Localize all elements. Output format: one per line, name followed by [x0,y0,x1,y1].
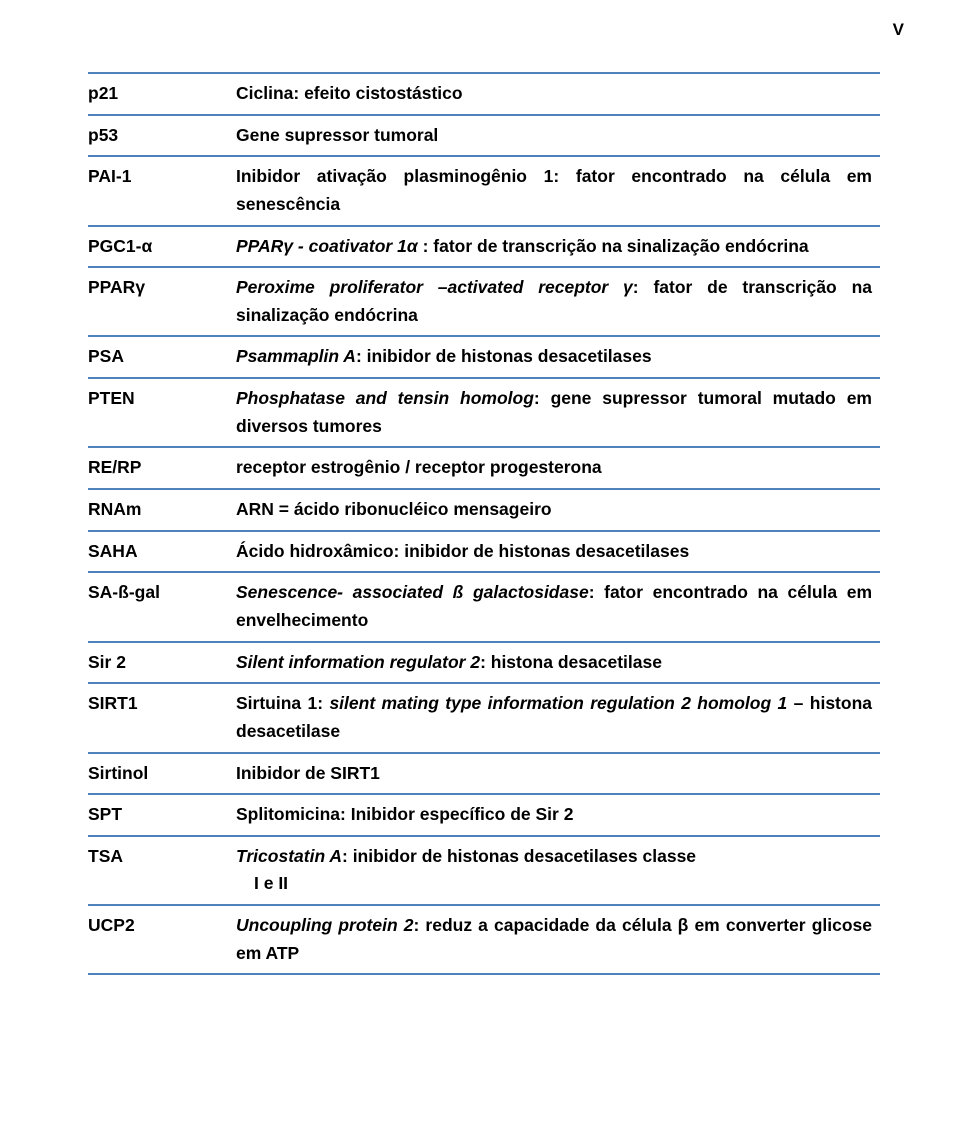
term-cell: SAHA [88,531,236,573]
term-cell: SPT [88,794,236,836]
italic-term: Uncoupling protein 2 [236,915,413,935]
italic-term: silent mating type information regulatio… [329,693,793,713]
table-row: p21Ciclina: efeito cistostástico [88,73,880,115]
italic-term: Phosphatase and tensin homolog [236,388,534,408]
table-row: PGC1-αPPARγ - coativator 1α : fator de t… [88,226,880,268]
definition-cell: PPARγ - coativator 1α : fator de transcr… [236,226,880,268]
term-cell: p21 [88,73,236,115]
definition-cell: Inibidor ativação plasminogênio 1: fator… [236,156,880,225]
definition-cell: Ciclina: efeito cistostástico [236,73,880,115]
definition-cell: Peroxime proliferator –activated recepto… [236,267,880,336]
definition-cell: Sirtuina 1: silent mating type informati… [236,683,880,752]
table-row: p53Gene supressor tumoral [88,115,880,157]
definition-cell: Silent information regulator 2: histona … [236,642,880,684]
table-row: TSATricostatin A: inibidor de histonas d… [88,836,880,905]
definition-cell: Gene supressor tumoral [236,115,880,157]
table-row: Sir 2Silent information regulator 2: his… [88,642,880,684]
term-cell: PAI-1 [88,156,236,225]
definition-line2: I e II [236,870,872,898]
table-row: PAI-1Inibidor ativação plasminogênio 1: … [88,156,880,225]
italic-term: Silent information regulator 2 [236,652,480,672]
definition-cell: Psammaplin A: inibidor de histonas desac… [236,336,880,378]
definition-cell: Senescence- associated ß galactosidase: … [236,572,880,641]
term-cell: SIRT1 [88,683,236,752]
table-row: SPTSplitomicina: Inibidor específico de … [88,794,880,836]
italic-term: PPARγ - coativator 1α [236,236,418,256]
term-cell: RNAm [88,489,236,531]
table-row: PSAPsammaplin A: inibidor de histonas de… [88,336,880,378]
term-cell: PPARγ [88,267,236,336]
definition-cell: Inibidor de SIRT1 [236,753,880,795]
definition-cell: Ácido hidroxâmico: inibidor de histonas … [236,531,880,573]
term-cell: Sirtinol [88,753,236,795]
table-row: PPARγPeroxime proliferator –activated re… [88,267,880,336]
definition-cell: ARN = ácido ribonucléico mensageiro [236,489,880,531]
term-cell: PSA [88,336,236,378]
abbreviations-table: p21Ciclina: efeito cistostásticop53Gene … [88,72,880,975]
term-cell: RE/RP [88,447,236,489]
table-row: RNAmARN = ácido ribonucléico mensageiro [88,489,880,531]
term-cell: SA-ß-gal [88,572,236,641]
definition-cell: Tricostatin A: inibidor de histonas desa… [236,836,880,905]
italic-term: Psammaplin A [236,346,356,366]
term-cell: UCP2 [88,905,236,974]
definition-cell: Phosphatase and tensin homolog: gene sup… [236,378,880,447]
table-row: SAHAÁcido hidroxâmico: inibidor de histo… [88,531,880,573]
term-cell: PTEN [88,378,236,447]
italic-term: Senescence- associated ß galactosidase [236,582,589,602]
page-number: V [893,20,904,40]
definition-cell: Splitomicina: Inibidor específico de Sir… [236,794,880,836]
italic-term: Tricostatin A [236,846,342,866]
term-cell: TSA [88,836,236,905]
table-row: PTENPhosphatase and tensin homolog: gene… [88,378,880,447]
term-cell: p53 [88,115,236,157]
definition-cell: Uncoupling protein 2: reduz a capacidade… [236,905,880,974]
table-row: SIRT1Sirtuina 1: silent mating type info… [88,683,880,752]
table-row: UCP2Uncoupling protein 2: reduz a capaci… [88,905,880,974]
term-cell: Sir 2 [88,642,236,684]
table-row: SirtinolInibidor de SIRT1 [88,753,880,795]
definition-cell: receptor estrogênio / receptor progester… [236,447,880,489]
italic-term: Peroxime proliferator –activated recepto… [236,277,633,297]
table-row: RE/RPreceptor estrogênio / receptor prog… [88,447,880,489]
table-row: SA-ß-galSenescence- associated ß galacto… [88,572,880,641]
term-cell: PGC1-α [88,226,236,268]
